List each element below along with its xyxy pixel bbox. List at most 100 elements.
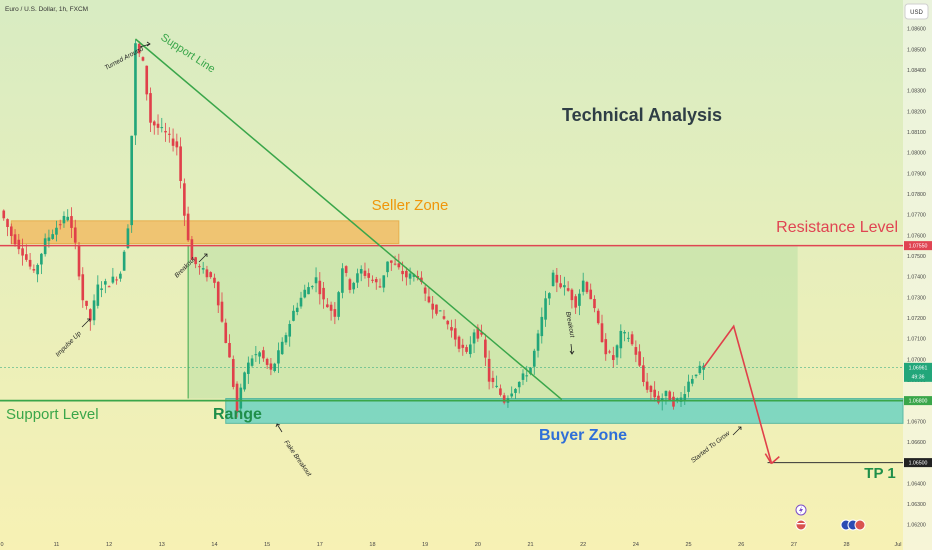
descending-trendline <box>134 38 563 401</box>
x-tick-label: 21 <box>527 542 533 548</box>
currency-button[interactable] <box>904 3 929 20</box>
candle-body <box>239 387 243 409</box>
us-flag-event-icon[interactable] <box>795 519 807 531</box>
candle-body <box>9 226 13 237</box>
candle-body <box>77 245 81 277</box>
candle-body <box>17 239 21 250</box>
y-tick-label: 1.08400 <box>907 68 926 74</box>
candle-body <box>247 362 250 374</box>
candle-body <box>164 130 167 133</box>
candle-body <box>130 135 134 226</box>
candle-body <box>382 275 386 288</box>
candle-body <box>62 215 66 224</box>
annotation-technical-analysis: Technical Analysis <box>562 105 722 125</box>
candle-body <box>397 263 401 268</box>
candle-body <box>329 304 333 311</box>
candle-body <box>461 344 465 348</box>
candle-body <box>596 310 600 324</box>
y-tick-label: 1.08300 <box>907 89 926 95</box>
candle-body <box>160 127 164 129</box>
candle-body <box>408 273 412 279</box>
candle-body <box>548 293 551 299</box>
candle-body <box>578 293 581 306</box>
candle-body <box>152 121 156 126</box>
candle-body <box>570 289 574 301</box>
candle-body <box>137 43 141 54</box>
current-price-tag-countdown: 49:36 <box>912 374 925 380</box>
candle-body <box>386 261 389 273</box>
arrow-breakout-1 <box>198 253 208 263</box>
candle-body <box>341 268 344 293</box>
candle-body <box>683 394 687 400</box>
candle-body <box>88 309 92 321</box>
candle-body <box>585 282 589 293</box>
candle-body <box>190 239 194 260</box>
candle-body <box>47 237 51 241</box>
candle-body <box>213 277 216 283</box>
candle-body <box>687 381 690 392</box>
y-tick-label: 1.07100 <box>907 337 926 343</box>
y-tick-label: 1.06400 <box>907 481 926 487</box>
candle-body <box>589 289 593 300</box>
x-tick-label: 14 <box>211 542 217 548</box>
candle-body <box>581 280 585 292</box>
candle-body <box>615 345 619 358</box>
candle-body <box>156 123 160 128</box>
candle-body <box>446 320 450 325</box>
candle-body <box>25 254 28 260</box>
candle-body <box>627 337 630 339</box>
candle-body <box>269 363 273 370</box>
candle-body <box>660 398 664 401</box>
x-tick-label: 11 <box>54 542 60 548</box>
candle-body <box>453 328 457 340</box>
y-tick-label: 1.07600 <box>907 233 926 239</box>
candle-body <box>611 355 615 361</box>
support-price-tag-label: 1.06800 <box>909 399 928 405</box>
candle-body <box>623 331 626 334</box>
candle-body <box>13 234 17 245</box>
annotation-breakout-2: Breakout <box>564 311 576 339</box>
candle-body <box>81 274 85 301</box>
candle-body <box>209 272 213 278</box>
x-tick-label: 28 <box>844 542 850 548</box>
candle-body <box>2 210 6 219</box>
candle-body <box>664 390 668 397</box>
y-tick-label: 1.06700 <box>907 419 926 425</box>
candle-body <box>280 341 284 355</box>
candle-body <box>367 273 371 278</box>
candle-body <box>265 358 269 365</box>
candle-body <box>333 309 337 317</box>
support-price-tag <box>904 396 932 406</box>
candle-body <box>702 365 705 370</box>
candle-body <box>675 398 679 400</box>
x-tick-label: 19 <box>422 542 428 548</box>
candle-body <box>694 374 698 377</box>
arrow-impulse-up <box>81 318 91 328</box>
candle-body <box>295 307 299 312</box>
candle-body <box>314 277 318 284</box>
candle-body <box>401 270 404 275</box>
currency-button-label: USD <box>910 10 923 16</box>
candle-body <box>690 378 694 384</box>
candle-body <box>175 141 179 148</box>
current-price-tag-label: 1.06961 <box>909 365 928 371</box>
candle-body <box>149 93 152 123</box>
candle-body <box>216 281 220 306</box>
candle-body <box>337 292 340 317</box>
candle-body <box>442 316 446 319</box>
candle-body <box>186 213 190 241</box>
candle-body <box>273 363 276 372</box>
candle-body <box>145 65 149 95</box>
arrow-turned-around <box>139 41 151 48</box>
candle-body <box>600 323 604 343</box>
y-tick-label: 1.07700 <box>907 213 926 219</box>
candle-body <box>544 298 547 320</box>
candle-body <box>412 274 416 277</box>
candle-body <box>698 365 702 374</box>
resistance-price-tag <box>904 241 932 251</box>
chart-title: Euro / U.S. Dollar, 1h, FXCM <box>5 6 88 13</box>
candle-body <box>672 396 675 407</box>
candle-body <box>66 216 70 221</box>
candle-body <box>258 352 261 357</box>
us-flag-event-icon-2[interactable] <box>854 519 866 531</box>
